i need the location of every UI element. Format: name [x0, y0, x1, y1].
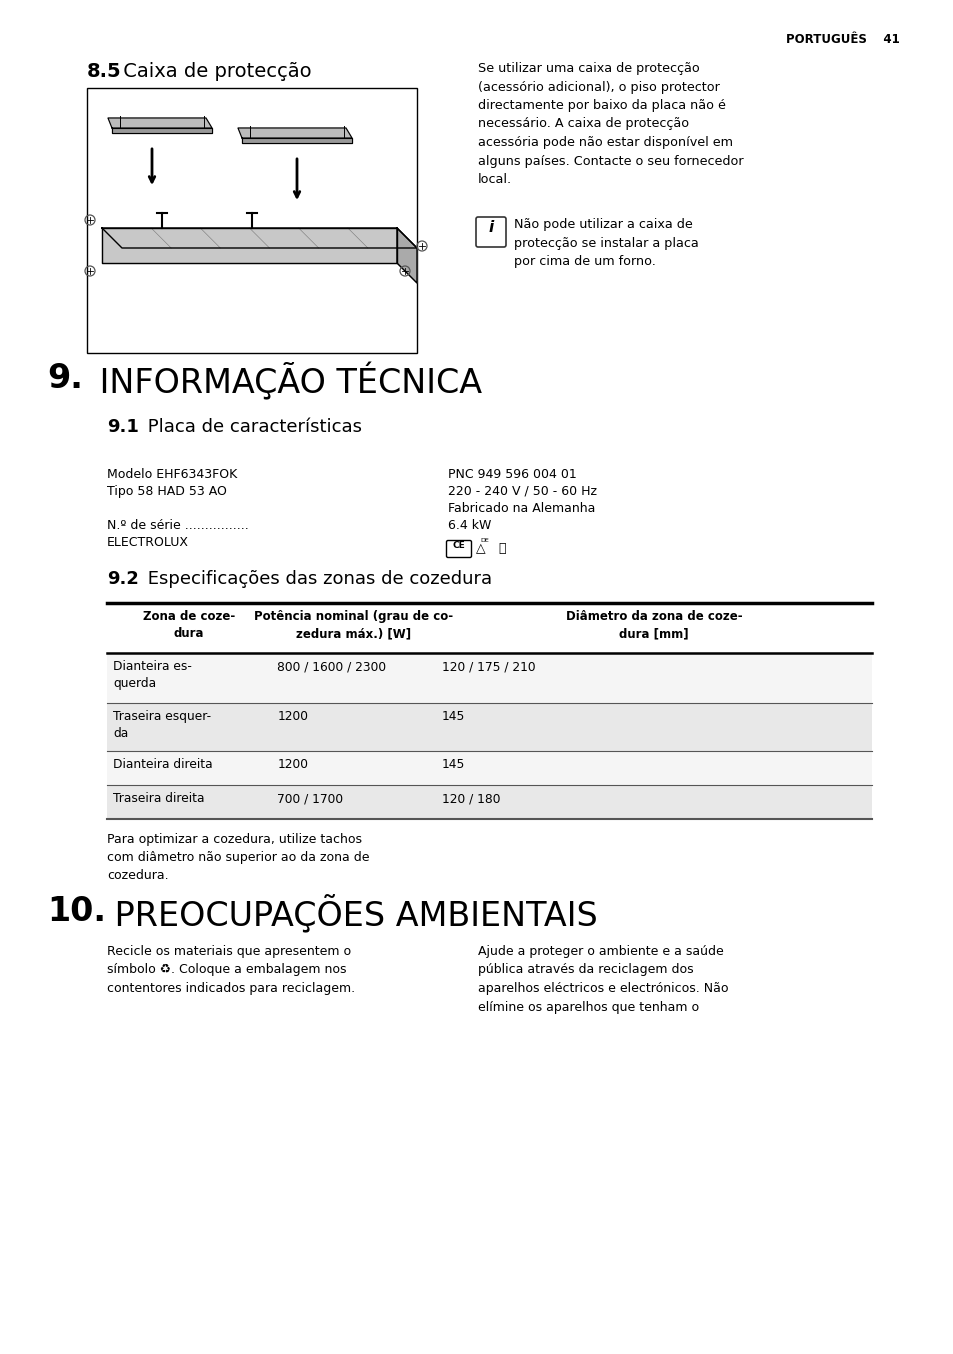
Polygon shape: [102, 227, 396, 263]
Text: 8.5: 8.5: [87, 62, 121, 81]
Text: 9.1: 9.1: [107, 418, 139, 436]
Text: Modelo EHF6343FOK: Modelo EHF6343FOK: [107, 468, 237, 481]
Text: CE: CE: [452, 542, 465, 550]
Bar: [107, 653, 871, 703]
Polygon shape: [112, 129, 212, 133]
Text: 1200: 1200: [277, 758, 308, 770]
Text: N.º de série ................: N.º de série ................: [107, 519, 249, 532]
Bar: [107, 603, 871, 653]
Text: Recicle os materiais que apresentem o
símbolo ♻. Coloque a embalagem nos
content: Recicle os materiais que apresentem o sí…: [107, 945, 355, 995]
Text: 220 - 240 V / 50 - 60 Hz: 220 - 240 V / 50 - 60 Hz: [448, 485, 597, 498]
Text: 700 / 1700: 700 / 1700: [277, 792, 343, 806]
Text: Traseira direita: Traseira direita: [112, 792, 204, 806]
Text: Ajude a proteger o ambiente e a saúde
pública através da reciclagem dos
aparelho: Ajude a proteger o ambiente e a saúde pú…: [477, 945, 728, 1014]
FancyBboxPatch shape: [476, 217, 505, 246]
Text: 🗑: 🗑: [497, 542, 505, 555]
Text: ELECTROLUX: ELECTROLUX: [107, 536, 189, 548]
Polygon shape: [242, 138, 352, 144]
Text: △: △: [476, 542, 485, 555]
Text: Potência nominal (grau de co-
zedura máx.) [W]: Potência nominal (grau de co- zedura máx…: [253, 611, 453, 640]
Text: Zona de coze-
dura: Zona de coze- dura: [143, 611, 235, 640]
Text: Placa de características: Placa de características: [142, 418, 361, 436]
Bar: [107, 703, 871, 751]
Text: Diâmetro da zona de coze-
dura [mm]: Diâmetro da zona de coze- dura [mm]: [565, 611, 741, 640]
Text: 120 / 175 / 210: 120 / 175 / 210: [441, 659, 535, 673]
Text: PNC 949 596 004 01: PNC 949 596 004 01: [448, 468, 577, 481]
Text: 145: 145: [441, 758, 465, 770]
Text: 145: 145: [441, 709, 465, 723]
Polygon shape: [102, 227, 416, 248]
FancyBboxPatch shape: [446, 540, 471, 558]
Polygon shape: [108, 118, 212, 129]
Text: INFORMAÇÃO TÉCNICA: INFORMAÇÃO TÉCNICA: [89, 362, 481, 399]
Text: Para optimizar a cozedura, utilize tachos
com diâmetro não superior ao da zona d: Para optimizar a cozedura, utilize tacho…: [107, 833, 369, 881]
Text: Se utilizar uma caixa de protecção
(acessório adicional), o piso protector
direc: Se utilizar uma caixa de protecção (aces…: [477, 62, 742, 185]
Text: 10.: 10.: [47, 895, 106, 927]
Text: 800 / 1600 / 2300: 800 / 1600 / 2300: [277, 659, 386, 673]
Text: 9.2: 9.2: [107, 570, 139, 588]
Text: Dianteira es-
querda: Dianteira es- querda: [112, 659, 192, 691]
Bar: [107, 785, 871, 819]
Polygon shape: [237, 129, 352, 138]
Text: PORTUGUÊS    41: PORTUGUÊS 41: [785, 32, 899, 46]
Text: Caixa de protecção: Caixa de protecção: [117, 62, 312, 81]
Bar: [87, 88, 416, 353]
Text: PREOCUPAÇÕES AMBIENTAIS: PREOCUPAÇÕES AMBIENTAIS: [104, 895, 598, 933]
Text: Traseira esquer-
da: Traseira esquer- da: [112, 709, 211, 741]
Text: 6.4 kW: 6.4 kW: [448, 519, 491, 532]
Text: 9.: 9.: [47, 362, 83, 395]
Bar: [107, 751, 871, 785]
Text: Fabricado na Alemanha: Fabricado na Alemanha: [448, 502, 595, 515]
Text: DE: DE: [479, 538, 488, 543]
Text: Tipo 58 HAD 53 AO: Tipo 58 HAD 53 AO: [107, 485, 227, 498]
Text: Não pode utilizar a caixa de
protecção se instalar a placa
por cima de um forno.: Não pode utilizar a caixa de protecção s…: [514, 218, 698, 268]
Text: Especificações das zonas de cozedura: Especificações das zonas de cozedura: [142, 570, 492, 588]
Text: 1200: 1200: [277, 709, 308, 723]
Text: 120 / 180: 120 / 180: [441, 792, 500, 806]
Text: i: i: [488, 219, 493, 236]
Text: Dianteira direita: Dianteira direita: [112, 758, 213, 770]
Polygon shape: [396, 227, 416, 283]
